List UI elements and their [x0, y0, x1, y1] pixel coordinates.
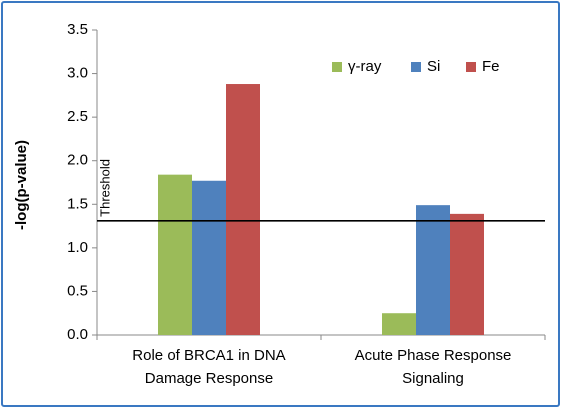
bar-fe [450, 213, 484, 335]
bar-gamma-ray [382, 313, 416, 335]
bar-si [416, 205, 450, 335]
y-tick-label: 1.5 [67, 195, 88, 212]
y-tick-label: 2.0 [67, 152, 88, 169]
legend-swatch [411, 62, 421, 72]
y-tick-label: 0.5 [67, 282, 88, 299]
plot-area: 0.0 0.5 1.0 1.5 2.0 2.5 3.0 3.5 Role of BRCA1 in… [67, 21, 546, 387]
x-tick-label: Damage Response [145, 370, 273, 387]
legend-label: γ-ray [348, 58, 382, 75]
x-tick-label: Signaling [402, 370, 464, 387]
y-tick-label: 1.0 [67, 239, 88, 256]
legend-swatch [332, 62, 342, 72]
bar-gamma-ray [158, 174, 192, 335]
y-tick-label: 3.5 [67, 21, 88, 38]
y-tick-label: 2.5 [67, 108, 88, 125]
threshold-label: Threshold [97, 159, 112, 217]
legend-label: Fe [482, 58, 500, 75]
x-tick-label: Acute Phase Response [355, 347, 512, 364]
y-axis-label: -log(p-value) [13, 140, 30, 230]
bar-si [192, 180, 226, 335]
y-tick-label: 0.0 [67, 326, 88, 343]
legend-swatch [466, 62, 476, 72]
y-tick-label: 3.0 [67, 65, 88, 82]
bar-fe [226, 84, 260, 336]
legend-label: Si [427, 58, 440, 75]
x-tick-label: Role of BRCA1 in DNA [132, 347, 285, 364]
